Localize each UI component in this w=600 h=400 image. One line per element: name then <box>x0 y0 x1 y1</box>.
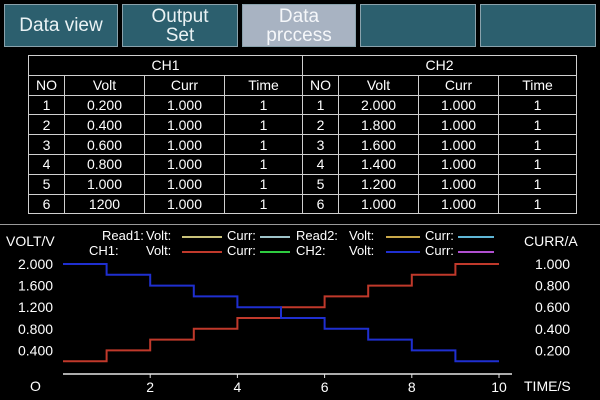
table-cell: 1.000 <box>64 173 145 195</box>
y-right-tick-label: 0.600 <box>535 299 570 315</box>
tab-label: Set <box>165 24 195 46</box>
table-row: 3 0.600 1.000 1 3 1.600 1.000 1 <box>28 134 578 155</box>
data-table: CH1 CH2 NO Volt Curr Time NO Volt Curr Time 1 0.… <box>27 55 578 215</box>
legend-read1-volt: Volt: <box>146 228 172 243</box>
tab-data-view[interactable]: Data view <box>4 4 118 47</box>
table-cell: 6 <box>28 193 65 215</box>
table-cell: 1.000 <box>144 153 225 175</box>
table-cell: 1.400 <box>338 153 420 175</box>
y-right-tick-label: 0.200 <box>535 342 570 358</box>
y-axis-left-label: VOLT/V <box>6 233 55 249</box>
table-cell: 1.000 <box>144 94 225 116</box>
origin-label: O <box>30 378 41 394</box>
table-cell: 1200 <box>64 193 145 215</box>
y-left-tick-label: 0.800 <box>18 321 53 337</box>
legend-swatch-ch1-volt <box>182 251 222 253</box>
tab-label: Data <box>278 5 320 27</box>
x-tick-label: 8 <box>408 379 416 395</box>
legend-ch1-volt: Volt: <box>146 243 172 258</box>
ch2_volt-series-line <box>63 263 499 363</box>
legend-ch1-curr: Curr: <box>227 243 256 258</box>
x-tick-label: 10 <box>491 379 507 395</box>
tab-label: Output <box>151 5 209 27</box>
table-cell: 1.800 <box>338 114 420 136</box>
table-cell: 1 <box>498 193 578 215</box>
legend-swatch-ch2-curr <box>458 251 494 253</box>
x-tick-label: 4 <box>234 379 242 395</box>
table-row: 2 0.400 1.000 1 2 1.800 1.000 1 <box>28 114 578 136</box>
y-right-tick-label: 1.000 <box>535 256 570 272</box>
table-cell: 1.000 <box>144 193 225 215</box>
y-axis-right-label: CURR/A <box>524 233 578 249</box>
tab-data-process[interactable]: Data prccess <box>242 4 356 47</box>
y-left-tick-label: 1.600 <box>18 278 53 294</box>
legend-swatch-read2-volt <box>386 236 420 238</box>
column-header: NO <box>28 74 65 96</box>
tab-empty-4[interactable] <box>360 4 476 47</box>
tab-bar: Data view Output Set Data prccess <box>0 0 600 50</box>
y-left-tick-label: 1.200 <box>18 299 53 315</box>
y-left-tick-label: 0.400 <box>18 342 53 358</box>
x-tick-label: 2 <box>146 379 154 395</box>
table-cell: 2.000 <box>338 94 420 116</box>
legend-ch2: CH2: <box>296 243 326 258</box>
tab-empty-5[interactable] <box>480 4 596 47</box>
ch2-group-header: CH2 <box>302 55 578 76</box>
tab-output-set[interactable]: Output Set <box>122 4 238 47</box>
legend-read2: Read2: <box>296 228 338 243</box>
legend-swatch-ch2-volt <box>386 251 420 253</box>
table-cell: 1.000 <box>338 193 420 215</box>
table-cell: 1 <box>498 114 578 136</box>
table-cell: 1.000 <box>418 193 500 215</box>
legend-swatch-read1-volt <box>182 236 222 238</box>
column-header: Time <box>223 74 304 96</box>
table-body: 1 0.200 1.000 1 1 2.000 1.000 1 2 0.400 1.000 1 2 1.8… <box>28 94 578 215</box>
table-cell: 1 <box>223 193 304 215</box>
table-cell: 0.800 <box>64 153 145 175</box>
y-right-tick-label: 0.800 <box>535 278 570 294</box>
legend-swatch-read1-curr <box>260 236 290 238</box>
legend-ch2-curr: Curr: <box>425 243 454 258</box>
legend-ch2-volt: Volt: <box>349 243 375 258</box>
table-cell: 0.200 <box>64 94 145 116</box>
column-header-row: NO Volt Curr Time NO Volt Curr Time <box>28 74 578 96</box>
legend-read1: Read1: <box>102 228 144 243</box>
table-row: 1 0.200 1.000 1 1 2.000 1.000 1 <box>28 94 578 116</box>
x-axis-label: TIME/S <box>524 378 571 394</box>
legend-read2-curr: Curr: <box>425 228 454 243</box>
y-left-tick-label: 2.000 <box>18 256 53 272</box>
x-tick-label: 6 <box>321 379 329 395</box>
y-right-tick-label: 0.400 <box>535 321 570 337</box>
column-header: NO <box>302 74 340 96</box>
table-cell: 1.000 <box>418 114 500 136</box>
table-cell: 0.400 <box>64 114 145 136</box>
legend-swatch-ch1-curr <box>260 251 290 253</box>
legend-read2-volt: Volt: <box>349 228 375 243</box>
section-divider <box>0 224 600 225</box>
table-row: 6 1200 1.000 1 6 1.000 1.000 1 <box>28 193 578 215</box>
tab-label: prccess <box>266 24 332 46</box>
tab-label: Data view <box>19 15 103 36</box>
legend-swatch-read2-curr <box>458 236 494 238</box>
legend-ch1: CH1: <box>89 243 119 258</box>
legend-read1-curr: Curr: <box>227 228 256 243</box>
